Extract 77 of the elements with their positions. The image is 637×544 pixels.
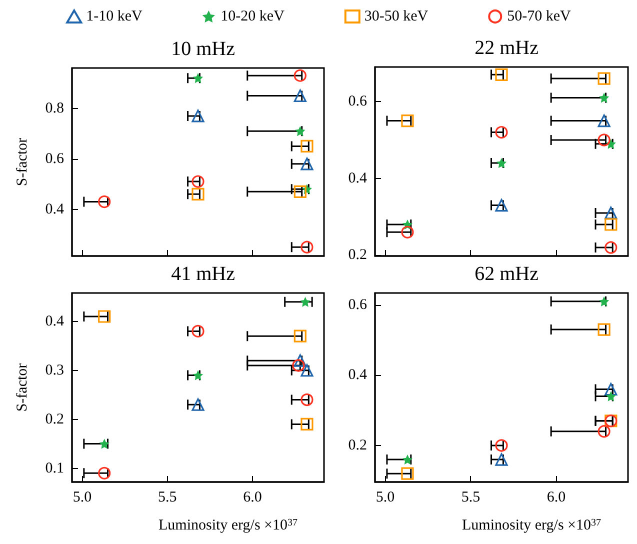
point [300, 418, 314, 431]
point [300, 240, 314, 254]
point [300, 296, 310, 307]
point [496, 158, 506, 168]
point [401, 226, 414, 238]
point [294, 69, 306, 82]
point [606, 138, 616, 149]
point [606, 391, 616, 402]
chart-title: 41 mHz [171, 263, 236, 285]
point [402, 454, 412, 465]
point [598, 425, 610, 438]
point [300, 393, 314, 406]
point [98, 195, 111, 208]
y-tick-label: 0.3 [45, 362, 64, 378]
point [604, 218, 618, 231]
legend-label: 30-50 keV [364, 8, 428, 24]
point [495, 453, 508, 466]
y-tick-label: 0.2 [348, 247, 367, 264]
point [599, 296, 610, 306]
point [598, 72, 610, 85]
point [598, 114, 610, 128]
x-tick-label: 6.0 [243, 490, 262, 506]
y-tick-label: 0.2 [348, 437, 367, 454]
point [598, 134, 610, 146]
point [495, 439, 508, 452]
point [495, 126, 508, 139]
y-tick-label: 0.6 [348, 94, 368, 110]
x-tick-label: 5.5 [461, 490, 480, 506]
point [193, 370, 203, 380]
point [294, 330, 306, 342]
y-axis-title: S-factor [14, 138, 30, 186]
x-tick-label: 5.0 [72, 490, 92, 506]
y-tick-label: 0.4 [348, 367, 368, 384]
y-tick-label: 0.6 [45, 150, 64, 167]
x-tick-label: 5.0 [376, 490, 395, 506]
point [292, 359, 305, 372]
point [192, 324, 204, 338]
point [294, 354, 306, 367]
point [295, 126, 306, 136]
point [294, 185, 306, 198]
point [604, 206, 618, 220]
point [495, 198, 508, 212]
chart-title: 22 mHz [474, 37, 539, 59]
y-tick-label: 0.6 [348, 296, 368, 313]
point [598, 323, 610, 336]
point [401, 467, 414, 480]
x-tick-label: 6.0 [546, 490, 566, 506]
point [300, 158, 314, 170]
point [98, 310, 111, 323]
point [401, 114, 414, 128]
point [193, 73, 203, 84]
point [192, 110, 204, 122]
point [604, 241, 618, 254]
legend-label: 10-20 keV [220, 8, 285, 24]
point [192, 175, 204, 188]
point [294, 89, 306, 102]
point [99, 438, 110, 449]
legend-label: 1-10 keV [86, 8, 143, 24]
chart-title: 10 mHz [171, 38, 236, 60]
point [192, 188, 204, 200]
y-tick-label: 0.4 [45, 201, 64, 218]
point [300, 364, 314, 377]
point [604, 382, 618, 396]
y-tick-label: 0.4 [348, 170, 368, 186]
point [495, 68, 508, 81]
y-tick-label: 0.8 [45, 100, 64, 116]
y-axis-title: S-factor [14, 363, 30, 412]
legend-label: 50-70 keV [507, 8, 572, 24]
y-tick-label: 0.2 [45, 411, 64, 428]
point [192, 398, 204, 411]
point [599, 92, 610, 103]
x-tick-label: 5.5 [158, 490, 177, 506]
chart-title: 62 mHz [474, 263, 539, 285]
point [98, 466, 111, 480]
y-tick-label: 0.1 [45, 460, 64, 476]
y-tick-label: 0.4 [45, 313, 64, 330]
point [300, 140, 314, 153]
